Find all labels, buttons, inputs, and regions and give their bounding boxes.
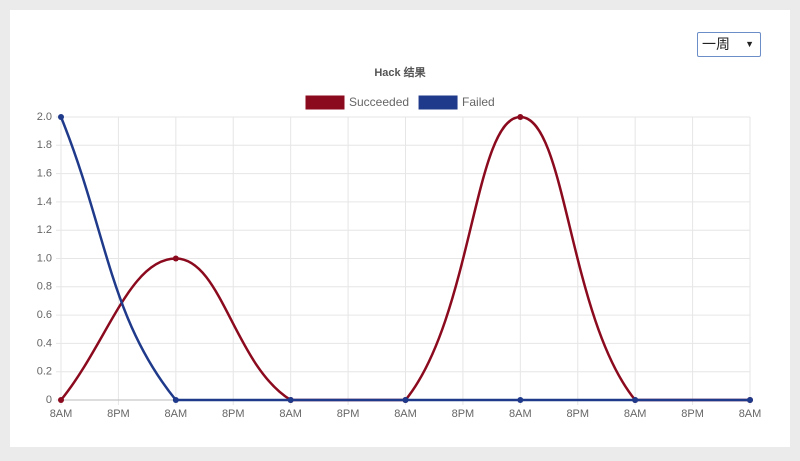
x-tick-label: 8AM (739, 408, 762, 420)
select-arrow: ▼ (745, 39, 754, 49)
data-point (287, 397, 294, 403)
data-point (58, 114, 64, 120)
y-tick-label: 1.4 (37, 196, 52, 208)
x-tick-label: 8AM (394, 408, 417, 420)
chart-title: Hack 结果 (374, 65, 425, 79)
y-tick-label: 0.4 (37, 337, 52, 349)
range-select[interactable]: 一周 ▼ (697, 32, 761, 57)
x-tick-label: 8AM (509, 408, 532, 420)
x-tick-label: 8PM (222, 408, 245, 420)
x-tick-label: 8AM (50, 408, 73, 420)
y-tick-label: 1.8 (37, 139, 52, 151)
x-tick-label: 8PM (566, 408, 589, 420)
data-point (517, 114, 524, 120)
y-tick-label: 2.0 (37, 111, 52, 123)
y-tick-label: 1.2 (37, 224, 52, 236)
data-point (517, 397, 524, 403)
panel (10, 10, 790, 447)
legend-label: Failed (462, 95, 495, 109)
data-point (402, 397, 409, 403)
legend-label: Succeeded (349, 95, 409, 109)
data-point (58, 397, 64, 403)
legend-swatch (418, 95, 458, 110)
select-value: 一周 (702, 36, 730, 52)
data-point (172, 255, 179, 262)
y-tick-label: 0.2 (37, 366, 52, 378)
y-tick-label: 1.6 (37, 168, 52, 180)
x-tick-label: 8AM (165, 408, 188, 420)
data-point (632, 397, 639, 403)
x-tick-label: 8AM (624, 408, 647, 420)
y-tick-label: 0 (46, 394, 52, 406)
x-tick-label: 8PM (681, 408, 704, 420)
y-tick-label: 1.0 (37, 252, 52, 264)
legend-swatch (305, 95, 345, 110)
y-tick-label: 0.8 (37, 281, 52, 293)
x-tick-label: 8PM (452, 408, 475, 420)
x-tick-label: 8AM (279, 408, 302, 420)
x-tick-label: 8PM (337, 408, 360, 420)
data-point (172, 397, 179, 403)
data-point (747, 397, 753, 403)
y-tick-label: 0.6 (37, 309, 52, 321)
x-tick-label: 8PM (107, 408, 130, 420)
